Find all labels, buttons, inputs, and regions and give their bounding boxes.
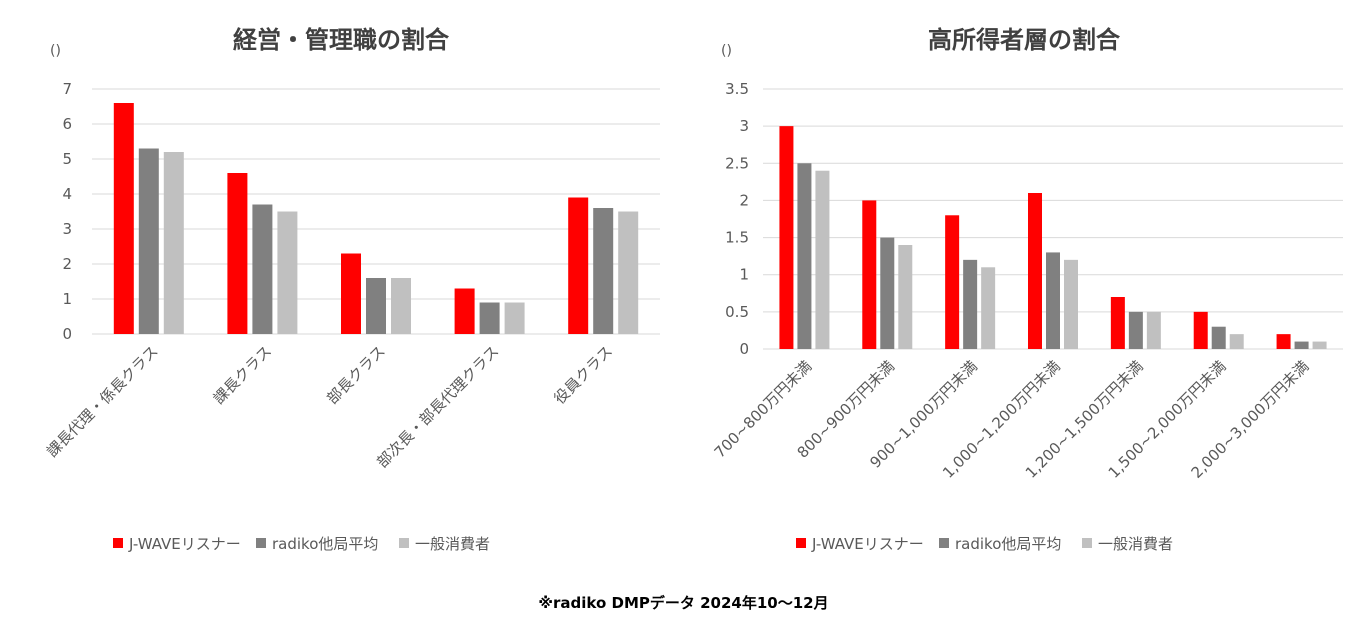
legend-label: 一般消費者	[1098, 535, 1173, 553]
bar	[779, 126, 794, 350]
category-label: 部次長・部長代理クラス	[373, 342, 502, 471]
bar	[1110, 297, 1125, 349]
chart-high-income-ratio: 高所得者層の割合() 0 0.5 1 1.5 2 2.5 3 3.5 700~800万円未満 800…	[683, 0, 1367, 580]
bar	[252, 204, 273, 334]
legend-swatch	[399, 538, 409, 548]
bar	[163, 152, 184, 334]
bar	[479, 302, 500, 334]
y-tick-label: 3	[62, 220, 72, 238]
bar	[862, 200, 877, 349]
bar	[277, 211, 298, 334]
bar	[113, 103, 134, 334]
chart-svg: 経営・管理職の割合 () 0 1 2 3 4 5 6 7 課長代理・係長クラス 課長クラス 部長クラス部…	[43, 26, 660, 553]
bar	[504, 302, 525, 334]
legend-label: J-WAVEリスナー	[811, 535, 924, 553]
footnote: ※radiko DMPデータ 2024年10～12月	[538, 594, 829, 612]
legend-label: radiko他局平均	[272, 535, 378, 553]
y-tick-label: 2	[62, 255, 72, 273]
y-tick-label: 0	[739, 340, 749, 358]
legend-swatch	[256, 538, 266, 548]
bar	[981, 267, 996, 349]
y-tick-label: 1	[739, 266, 749, 284]
chart-title: 経営・管理職の割合	[233, 26, 450, 54]
bar	[815, 170, 830, 349]
y-tick-label: 1.5	[725, 229, 749, 247]
y-tick-label: 2.5	[725, 154, 749, 172]
y-tick-label: 7	[62, 80, 72, 98]
bar	[880, 237, 895, 349]
bar	[1193, 311, 1208, 349]
bar	[341, 253, 361, 334]
bar	[1064, 259, 1078, 349]
legend-label: radiko他局平均	[955, 535, 1061, 553]
bar	[227, 173, 248, 334]
chart-title: 高所得者層の割合	[928, 26, 1121, 54]
legend-swatch	[113, 538, 123, 548]
bar	[1229, 334, 1244, 349]
bar	[366, 278, 386, 334]
bar	[568, 197, 589, 334]
bar	[1128, 311, 1143, 349]
bar	[391, 278, 411, 334]
bar	[1046, 252, 1060, 349]
bar	[898, 245, 913, 349]
legend-label: J-WAVEリスナー	[128, 535, 241, 553]
y-tick-label: 5	[62, 150, 72, 168]
bar	[618, 211, 639, 334]
bar	[797, 163, 812, 349]
y-tick-label: 6	[62, 115, 72, 133]
legend-label: 一般消費者	[415, 535, 490, 553]
bar	[1146, 311, 1161, 349]
bar	[593, 208, 614, 334]
bar	[1211, 326, 1226, 349]
unit-label: ()	[721, 43, 732, 59]
category-label: 部長クラス	[323, 342, 389, 408]
legend-swatch	[939, 538, 949, 548]
chart-management-ratio: 経営・管理職の割合 () 0 1 2 3 4 5 6 7 課長代理・係長クラス 課長クラス 部長クラス部…	[0, 0, 683, 580]
legend-swatch	[796, 538, 806, 548]
bar	[454, 288, 475, 334]
bar	[963, 259, 978, 349]
y-tick-label: 4	[62, 185, 72, 203]
y-tick-label: 3.5	[725, 80, 749, 98]
chart-svg: 高所得者層の割合()00.511.522.533.5700~800万円未満800…	[711, 26, 1343, 553]
bar	[1294, 341, 1309, 349]
y-tick-label: 1	[62, 290, 72, 308]
category-label: 課長代理・係長クラス	[43, 342, 162, 461]
bar	[1312, 341, 1327, 349]
bar	[138, 148, 159, 334]
bar	[1028, 193, 1042, 349]
y-tick-label: 3	[739, 117, 749, 135]
category-label: 役員クラス	[550, 342, 616, 408]
y-tick-label: 0.5	[725, 303, 749, 321]
bar	[945, 215, 960, 349]
y-tick-label: 0	[62, 325, 72, 343]
category-label: 課長クラス	[210, 342, 276, 408]
unit-label: ()	[50, 43, 61, 59]
y-tick-label: 2	[739, 191, 749, 209]
legend-swatch	[1082, 538, 1092, 548]
bar	[1276, 334, 1291, 349]
